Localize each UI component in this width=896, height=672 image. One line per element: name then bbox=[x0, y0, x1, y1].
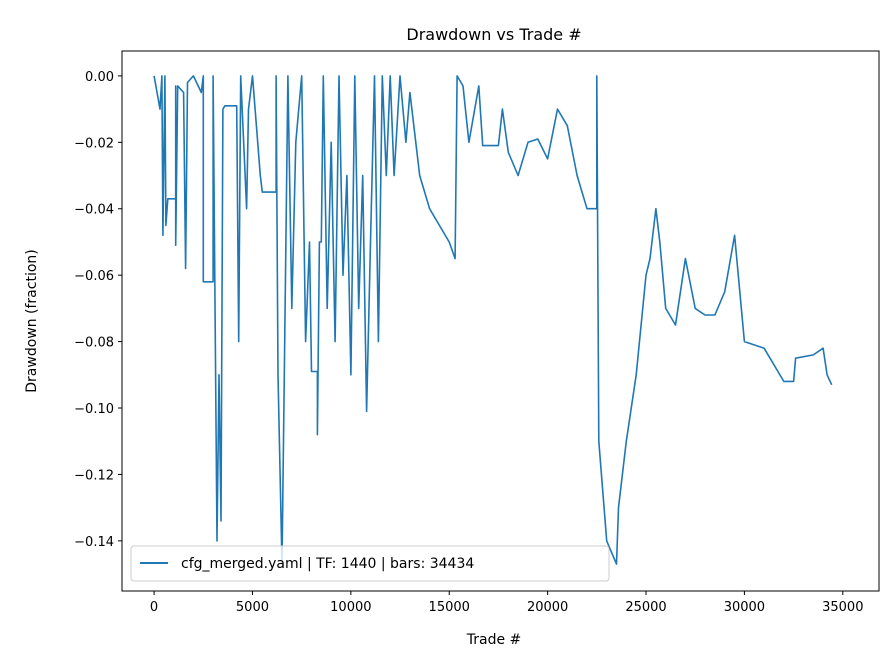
y-axis-label: Drawdown (fraction) bbox=[24, 249, 40, 393]
legend-label: cfg_merged.yaml | TF: 1440 | bars: 34434 bbox=[181, 556, 474, 572]
y-tick-label: 0.00 bbox=[85, 70, 114, 85]
x-tick-label: 15000 bbox=[429, 600, 470, 615]
line bbox=[153, 75, 833, 565]
y-tick-label: −0.14 bbox=[74, 535, 114, 550]
plot-frame bbox=[121, 50, 880, 592]
y-tick-label: −0.12 bbox=[74, 468, 114, 483]
y-tick-label: −0.04 bbox=[74, 203, 114, 218]
x-tick-label: 25000 bbox=[625, 600, 666, 615]
y-tick-label: −0.06 bbox=[74, 269, 114, 284]
x-tick-label: 0 bbox=[150, 600, 158, 615]
y-tick-label: −0.08 bbox=[74, 336, 114, 351]
x-tick-label: 20000 bbox=[527, 600, 568, 615]
legend-box bbox=[130, 545, 610, 582]
x-axis-label: Trade # bbox=[466, 632, 522, 648]
x-tick-label: 10000 bbox=[330, 600, 371, 615]
y-tick-label: −0.10 bbox=[74, 402, 114, 417]
x-tick-label: 35000 bbox=[822, 600, 863, 615]
x-tick-label: 30000 bbox=[724, 600, 765, 615]
x-tick-label: 5000 bbox=[236, 600, 269, 615]
chart-title: Drawdown vs Trade # bbox=[406, 25, 581, 44]
y-tick-label: −0.02 bbox=[74, 136, 114, 151]
